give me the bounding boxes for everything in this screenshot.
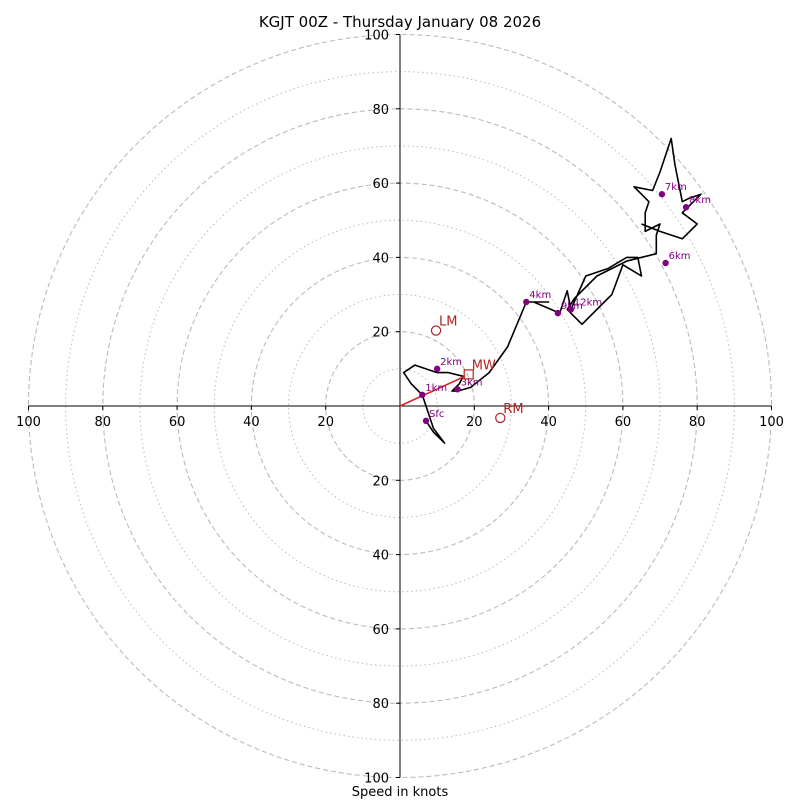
height-label-Sfc: Sfc	[429, 409, 444, 420]
storm-label-RM: RM	[503, 402, 523, 417]
storm-label-LM: LM	[439, 315, 457, 330]
height-label-7km: 7km	[665, 182, 687, 193]
y-tick-label: 80	[372, 103, 389, 118]
x-tick-label: 80	[95, 415, 112, 430]
y-tick-label: 100	[364, 29, 389, 44]
chart-title: KGJT 00Z - Thursday January 08 2026	[259, 13, 541, 31]
height-label-9km: 9km	[561, 301, 583, 312]
storm-marker-RM	[495, 412, 506, 424]
height-marker-4km	[523, 298, 530, 306]
height-marker-1km	[419, 391, 426, 399]
height-marker-Sfc	[422, 417, 430, 425]
storm-marker-MW	[463, 369, 474, 380]
x-tick-label: 40	[540, 415, 557, 430]
height-label-4km: 4km	[529, 290, 551, 301]
height-marker-2km	[433, 365, 441, 373]
x-tick-label: 40	[243, 415, 260, 430]
hodograph-line	[402, 137, 702, 444]
height-label-8km: 8km	[689, 195, 711, 206]
x-tick-label: 20	[466, 415, 483, 430]
storm-marker-LM	[430, 325, 442, 336]
x-tick-label: 100	[16, 415, 41, 430]
y-tick-label: 80	[372, 697, 389, 712]
height-label-2km: 2km	[440, 357, 462, 368]
x-tick-label: 100	[759, 415, 784, 430]
height-label-6km: 6km	[669, 251, 691, 262]
y-tick-label: 60	[372, 623, 389, 638]
mean-wind-vector	[399, 375, 466, 407]
tick-labels: 100 80 60 40 20 20 40 60 80 100 100 80 60 40 20 20 40 60 8…	[16, 29, 784, 787]
storm-label-MW: MW	[472, 358, 496, 373]
y-tick-label: 40	[372, 251, 389, 266]
storm-motion-markers: LM RM MW	[430, 315, 524, 424]
y-tick-label: 20	[372, 474, 389, 489]
x-tick-label: 20	[317, 415, 334, 430]
x-tick-label: 60	[169, 415, 186, 430]
height-label-3km: 3km	[461, 377, 483, 388]
height-marker-8km	[682, 204, 690, 211]
y-tick-label: 60	[372, 177, 389, 192]
x-tick-label: 80	[689, 415, 706, 430]
height-label-1km: 1km	[425, 383, 447, 394]
height-label-12km: 12km	[574, 297, 602, 308]
y-tick-label: 40	[372, 549, 389, 564]
height-marker-6km	[662, 259, 669, 267]
y-tick-label: 20	[372, 326, 389, 341]
x-axis-label: Speed in knots	[352, 785, 449, 800]
mean-wind-line	[399, 375, 466, 407]
x-tick-label: 60	[615, 415, 632, 430]
height-marker-7km	[658, 191, 666, 198]
height-marker-3km	[454, 386, 461, 393]
y-tick-label: 100	[364, 772, 389, 787]
hodograph-trace	[402, 137, 702, 444]
height-marker-12km	[567, 306, 575, 313]
height-marker-9km	[554, 309, 562, 317]
